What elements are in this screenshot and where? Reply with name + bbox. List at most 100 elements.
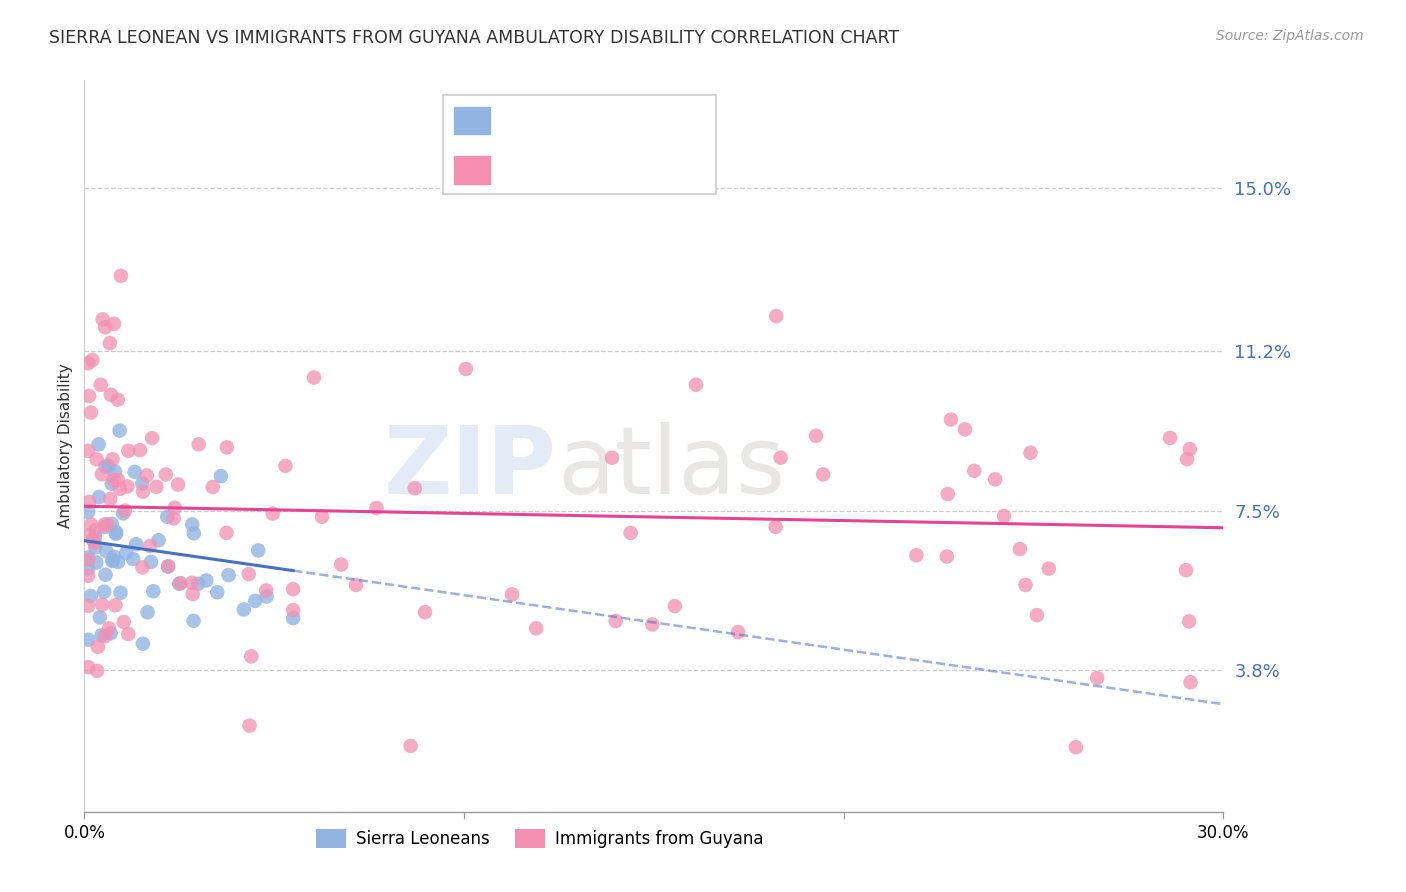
Point <box>112 507 135 521</box>
Point <box>366 501 388 516</box>
Point <box>181 587 204 601</box>
Point <box>1159 431 1181 445</box>
Point <box>139 539 162 553</box>
Point <box>641 617 664 632</box>
Point <box>89 610 111 624</box>
Point <box>404 481 426 495</box>
Point <box>274 458 297 473</box>
Point <box>939 412 962 426</box>
Point <box>87 640 110 654</box>
Point <box>163 500 186 515</box>
Point <box>86 452 108 467</box>
Point <box>1178 442 1201 456</box>
Point <box>1175 563 1198 577</box>
Point <box>77 599 100 613</box>
Point <box>254 583 277 598</box>
Point <box>1026 608 1049 623</box>
Point <box>1019 446 1042 460</box>
Point <box>156 509 179 524</box>
Point <box>344 578 367 592</box>
Point <box>101 554 124 568</box>
Point <box>77 443 100 458</box>
Point <box>84 541 107 555</box>
Point <box>207 585 229 599</box>
Point <box>169 576 191 591</box>
Point <box>117 443 139 458</box>
Point <box>77 660 100 674</box>
Point <box>100 476 122 491</box>
Point <box>82 352 104 367</box>
Point <box>110 586 132 600</box>
Point <box>238 719 260 733</box>
Point <box>98 336 121 351</box>
Point <box>283 603 305 617</box>
Point <box>131 476 153 491</box>
Point <box>107 555 129 569</box>
Point <box>104 599 127 613</box>
Point <box>169 576 191 591</box>
Point <box>685 377 707 392</box>
Point <box>302 370 325 384</box>
Point <box>90 467 112 482</box>
Point <box>114 503 136 517</box>
Point <box>112 615 135 629</box>
Point <box>247 543 270 558</box>
Text: atlas: atlas <box>557 422 785 514</box>
Point <box>215 441 238 455</box>
Point <box>183 526 205 541</box>
Text: Source: ZipAtlas.com: Source: ZipAtlas.com <box>1216 29 1364 43</box>
Point <box>105 525 128 540</box>
Point <box>905 548 928 562</box>
Point <box>132 484 155 499</box>
Point <box>91 312 114 326</box>
Point <box>963 464 986 478</box>
Point <box>77 356 100 370</box>
Point <box>90 377 112 392</box>
Point <box>94 629 117 643</box>
Point <box>86 664 108 678</box>
Point <box>993 508 1015 523</box>
Point <box>195 574 218 588</box>
Point <box>90 628 112 642</box>
Point <box>605 614 627 628</box>
Point <box>283 611 305 625</box>
Point <box>77 505 100 519</box>
Point <box>163 511 186 525</box>
Point <box>108 482 131 496</box>
Point <box>769 450 792 465</box>
Point <box>156 559 179 574</box>
Point <box>1175 452 1198 467</box>
Point <box>262 507 284 521</box>
Point <box>148 533 170 548</box>
Point <box>98 491 121 506</box>
Point <box>107 392 129 407</box>
Point <box>80 589 103 603</box>
Point <box>413 605 436 619</box>
Point <box>1085 671 1108 685</box>
Point <box>83 536 105 550</box>
Y-axis label: Ambulatory Disability: Ambulatory Disability <box>58 364 73 528</box>
Point <box>80 405 103 419</box>
Point <box>936 487 959 501</box>
Point <box>953 422 976 436</box>
Point <box>131 560 153 574</box>
Point <box>1178 615 1201 629</box>
Point <box>142 584 165 599</box>
Point <box>240 649 263 664</box>
Point <box>77 495 100 509</box>
Point <box>82 533 104 547</box>
Point <box>100 626 122 640</box>
Point <box>104 465 127 479</box>
Point <box>139 555 162 569</box>
Point <box>935 549 957 564</box>
Point <box>83 530 105 544</box>
Point <box>100 388 122 402</box>
Point <box>984 472 1007 486</box>
Point <box>91 598 114 612</box>
Point <box>1180 675 1202 690</box>
Point <box>87 437 110 451</box>
Point <box>124 465 146 479</box>
Point <box>84 556 107 570</box>
Point <box>101 516 124 531</box>
Point <box>84 523 107 537</box>
